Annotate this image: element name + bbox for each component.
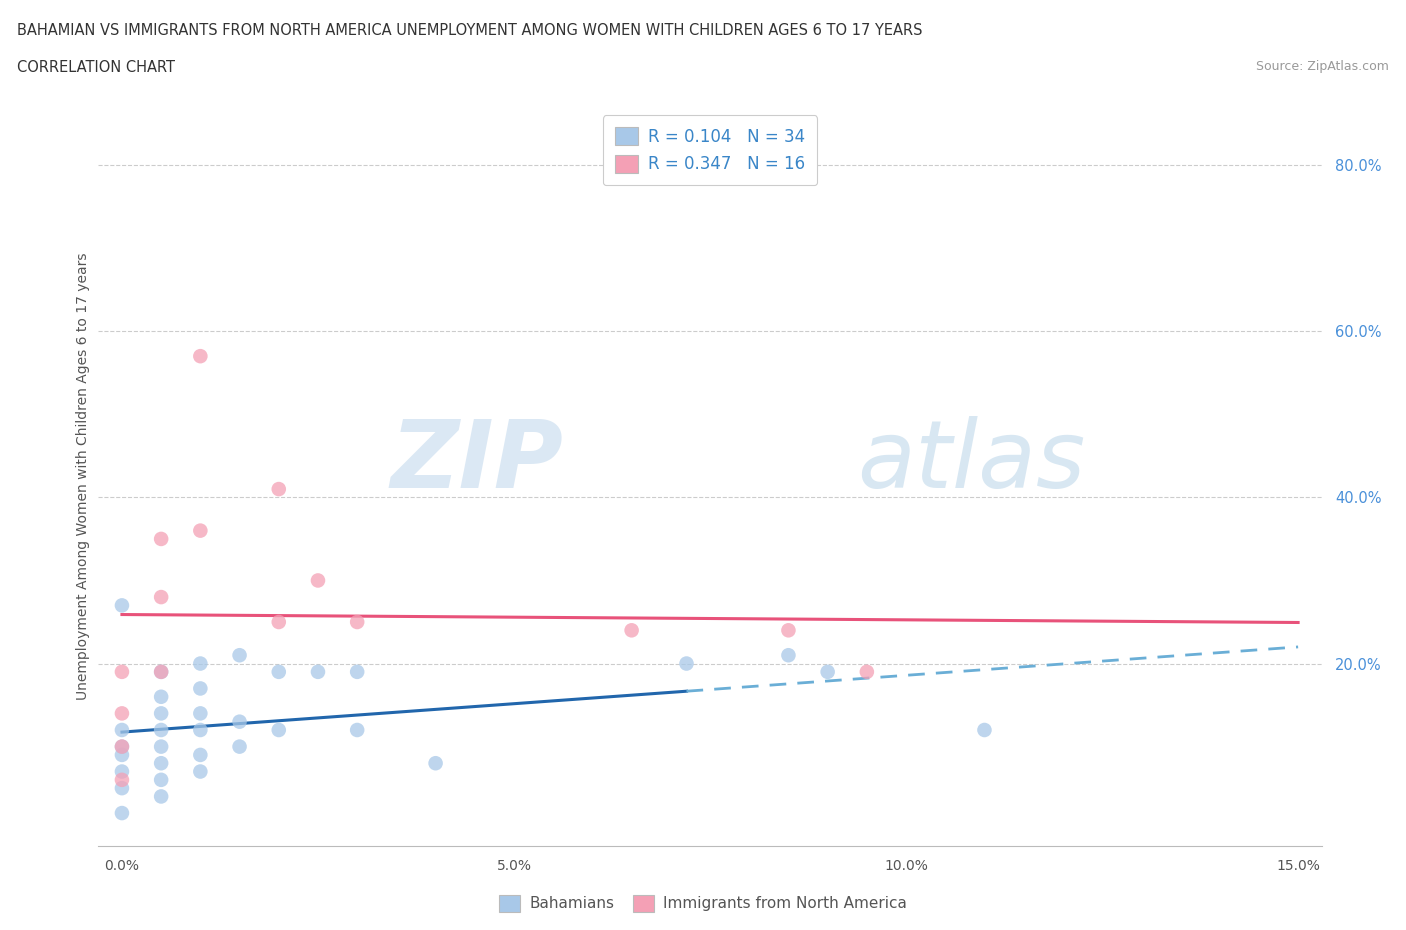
Point [856,664,879,679]
Point [425,756,447,771]
Point [778,623,800,638]
Legend: Bahamians, Immigrants from North America: Bahamians, Immigrants from North America [492,889,914,918]
Point [188,656,212,671]
Point [267,664,290,679]
Point [111,773,134,788]
Point [111,780,134,795]
Point [188,681,212,696]
Point [150,664,173,679]
Point [817,664,839,679]
Point [228,714,250,729]
Point [346,615,368,630]
Point [267,482,290,497]
Point [228,648,250,663]
Point [150,664,173,679]
Text: ZIP: ZIP [391,416,564,508]
Point [111,739,134,754]
Point [188,349,212,364]
Point [150,789,173,804]
Point [307,573,329,588]
Point [973,723,995,737]
Point [111,764,134,779]
Point [228,739,250,754]
Text: BAHAMIAN VS IMMIGRANTS FROM NORTH AMERICA UNEMPLOYMENT AMONG WOMEN WITH CHILDREN: BAHAMIAN VS IMMIGRANTS FROM NORTH AMERIC… [17,23,922,38]
Text: atlas: atlas [856,417,1085,508]
Point [111,739,134,754]
Point [778,648,800,663]
Point [150,773,173,788]
Point [111,723,134,737]
Y-axis label: Unemployment Among Women with Children Ages 6 to 17 years: Unemployment Among Women with Children A… [76,253,90,700]
Point [150,739,173,754]
Text: CORRELATION CHART: CORRELATION CHART [17,60,174,75]
Point [188,524,212,538]
Point [150,756,173,771]
Point [346,664,368,679]
Point [150,590,173,604]
Point [150,531,173,546]
Point [111,748,134,763]
Point [188,748,212,763]
Point [267,615,290,630]
Point [620,623,643,638]
Point [188,764,212,779]
Text: Source: ZipAtlas.com: Source: ZipAtlas.com [1256,60,1389,73]
Point [111,706,134,721]
Legend: R = 0.104   N = 34, R = 0.347   N = 16: R = 0.104 N = 34, R = 0.347 N = 16 [603,115,817,185]
Point [346,723,368,737]
Point [150,723,173,737]
Point [111,598,134,613]
Point [188,706,212,721]
Point [675,656,697,671]
Point [150,689,173,704]
Point [111,805,134,820]
Point [267,723,290,737]
Point [188,723,212,737]
Point [111,664,134,679]
Point [150,706,173,721]
Point [307,664,329,679]
